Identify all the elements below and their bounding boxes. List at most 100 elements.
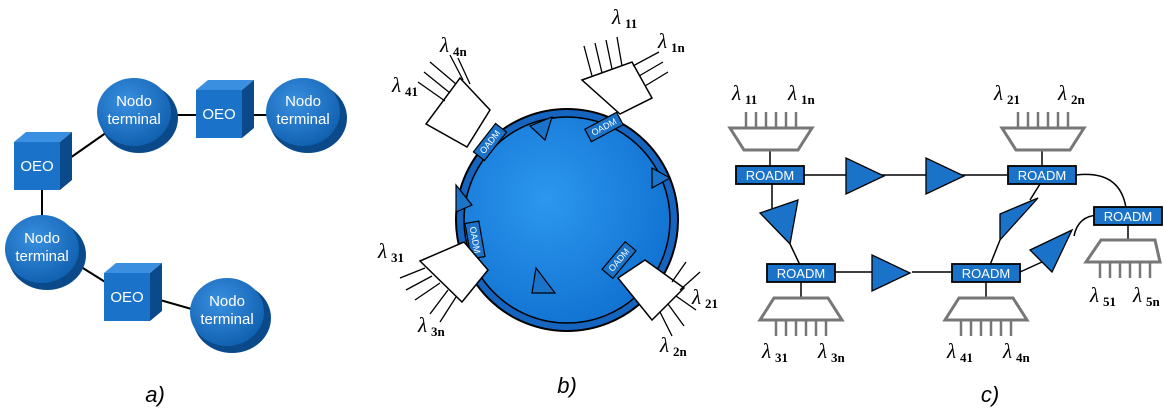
svg-text:λ: λ (1057, 81, 1067, 105)
lambda-label: λ 4n (1002, 339, 1031, 365)
svg-text:λ: λ (946, 339, 956, 363)
svg-text:31: 31 (391, 250, 404, 265)
svg-text:λ: λ (391, 73, 401, 97)
oeo-label: OEO (110, 289, 143, 306)
link-line (1075, 173, 1127, 209)
roadm-label: ROADM (777, 266, 825, 281)
svg-text:2n: 2n (1071, 92, 1086, 107)
panel-b: OADM OADM OADM OADM λ 11 (377, 5, 718, 398)
terminal-label-line2: terminal (107, 111, 160, 128)
amplifier-icon (999, 197, 1039, 242)
svg-text:41: 41 (405, 84, 418, 99)
roadm-box: ROADM (1093, 206, 1163, 226)
svg-text:λ: λ (1132, 283, 1142, 307)
amplifier-icon (871, 253, 912, 293)
demux-icon (399, 241, 489, 323)
roadm-label: ROADM (1018, 168, 1066, 183)
lambda-label: λ 3n (817, 339, 846, 365)
svg-text:λ: λ (1089, 283, 1099, 307)
svg-text:21: 21 (1007, 92, 1020, 107)
terminal-node: Nodo terminal (5, 215, 86, 290)
svg-text:λ: λ (1002, 339, 1012, 363)
terminal-label-line1: Nodo (209, 293, 245, 310)
amplifier-icon (758, 199, 799, 246)
lambda-label: λ 3n (417, 313, 446, 339)
amplifier-icon (528, 115, 553, 142)
svg-text:λ: λ (611, 5, 621, 29)
svg-text:3n: 3n (831, 350, 846, 365)
svg-text:λ: λ (439, 33, 449, 57)
svg-text:11: 11 (625, 16, 637, 31)
lambda-label: λ 1n (657, 29, 686, 55)
caption-b: b) (557, 373, 577, 398)
link-line (159, 299, 196, 311)
demux-icon (1083, 225, 1162, 278)
svg-text:λ: λ (377, 239, 387, 263)
lambda-label: λ 31 (761, 339, 788, 365)
lambda-label: λ 2n (1057, 81, 1086, 107)
link-line (789, 243, 801, 266)
terminal-label-line2: terminal (15, 248, 68, 265)
oeo-label: OEO (202, 106, 235, 123)
demux-icon (727, 112, 815, 166)
roadm-box: ROADM (766, 263, 836, 283)
lambda-label: λ 41 (391, 73, 418, 99)
demux-icon (616, 259, 701, 337)
terminal-label-line2: terminal (200, 311, 253, 328)
roadm-label: ROADM (962, 266, 1010, 281)
svg-text:31: 31 (775, 350, 788, 365)
svg-text:5n: 5n (1146, 294, 1161, 309)
svg-text:2n: 2n (673, 344, 688, 359)
lambda-label: λ 1n (787, 81, 816, 107)
terminal-label-line1: Nodo (116, 93, 152, 110)
lambda-label: λ 21 (993, 81, 1020, 107)
roadm-label: ROADM (1104, 209, 1152, 224)
svg-text:41: 41 (960, 350, 973, 365)
lambda-label: λ 11 (611, 5, 637, 31)
link-line (989, 239, 1001, 266)
terminal-node: Nodo terminal (97, 78, 178, 153)
oeo-label: OEO (20, 158, 53, 175)
svg-text:1n: 1n (801, 92, 816, 107)
panel-a: Nodo terminal OEO Nodo terminal OEO (5, 78, 347, 407)
lambda-label: λ 51 (1089, 283, 1116, 309)
demux-icon (999, 112, 1087, 166)
roadm-box: ROADM (1007, 165, 1077, 185)
demux-icon (757, 282, 845, 336)
svg-text:λ: λ (659, 333, 669, 357)
svg-text:λ: λ (787, 81, 797, 105)
amplifier-icon (1028, 228, 1074, 274)
svg-text:21: 21 (705, 296, 718, 311)
svg-text:λ: λ (417, 313, 427, 337)
roadm-label: ROADM (746, 168, 794, 183)
oeo-box: OEO (196, 80, 254, 138)
terminal-node: Nodo terminal (266, 78, 347, 153)
svg-text:3n: 3n (431, 324, 446, 339)
lambda-label: λ 4n (439, 33, 468, 59)
demux-icon (580, 36, 669, 115)
amplifier-icon (845, 156, 886, 196)
oeo-box: OEO (104, 263, 162, 321)
terminal-label-line1: Nodo (285, 93, 321, 110)
svg-text:51: 51 (1103, 294, 1116, 309)
svg-text:λ: λ (731, 81, 741, 105)
panel-c: ROADM ROADM ROADM ROADM ROADM (727, 81, 1163, 407)
demux-icon (942, 282, 1030, 336)
svg-text:λ: λ (761, 339, 771, 363)
amplifier-icon (455, 183, 473, 213)
lambda-label: λ 21 (691, 285, 718, 311)
demux-icon (417, 54, 491, 149)
svg-text:λ: λ (817, 339, 827, 363)
link-line (1029, 183, 1041, 201)
caption-a: a) (145, 382, 165, 407)
amplifier-icon (925, 156, 966, 196)
lambda-label: λ 31 (377, 239, 404, 265)
oadm-label: OADM (468, 226, 483, 254)
lambda-label: λ 5n (1132, 283, 1161, 309)
terminal-label-line2: terminal (276, 111, 329, 128)
svg-text:λ: λ (993, 81, 1003, 105)
svg-text:4n: 4n (1016, 350, 1031, 365)
caption-c: c) (981, 382, 999, 407)
roadm-box: ROADM (951, 263, 1021, 283)
